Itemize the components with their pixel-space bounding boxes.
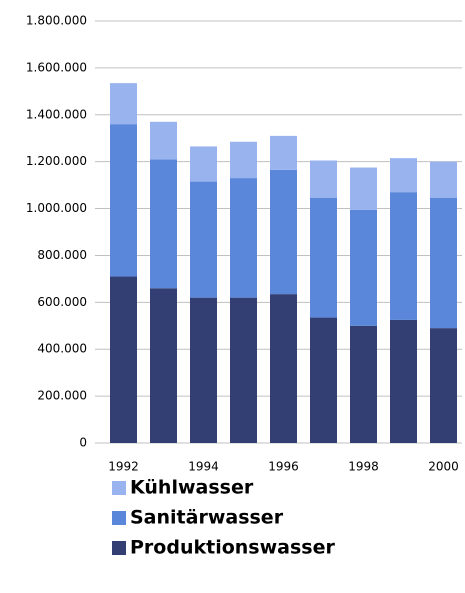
legend-swatch <box>112 541 126 555</box>
bar <box>150 121 177 160</box>
bar <box>270 169 297 295</box>
bar <box>270 294 297 443</box>
y-tick-label: 1.200.000 <box>26 154 87 168</box>
legend-label: Produktionswasser <box>130 537 335 559</box>
bar <box>110 276 137 443</box>
bar <box>230 297 257 443</box>
bar <box>350 209 377 326</box>
legend-swatch <box>112 481 126 495</box>
y-tick-label: 1.000.000 <box>26 201 87 215</box>
bar <box>190 297 217 443</box>
bar <box>350 325 377 443</box>
bar <box>430 328 457 443</box>
bar <box>270 135 297 170</box>
x-tick-label: 1992 <box>108 460 139 474</box>
bar <box>430 161 457 199</box>
x-tick-label: 1998 <box>348 460 379 474</box>
bar <box>190 181 217 298</box>
bar <box>230 141 257 179</box>
y-tick-label: 0 <box>79 436 87 450</box>
y-tick-label: 600.000 <box>37 295 87 309</box>
y-tick-label: 800.000 <box>37 248 87 262</box>
bar <box>190 146 217 182</box>
bar <box>230 178 257 298</box>
legend-swatch <box>112 511 126 525</box>
bar <box>390 192 417 320</box>
y-tick-label: 400.000 <box>37 342 87 356</box>
bar <box>310 317 337 443</box>
legend-label: Kühlwasser <box>130 477 254 499</box>
bar <box>430 198 457 329</box>
bar <box>150 159 177 289</box>
x-tick-label: 1996 <box>268 460 299 474</box>
bar <box>110 83 137 125</box>
y-tick-label: 200.000 <box>37 389 87 403</box>
bar <box>390 158 417 193</box>
x-tick-label: 2000 <box>428 460 459 474</box>
bar <box>150 288 177 443</box>
bar <box>110 124 137 277</box>
x-tick-label: 1994 <box>188 460 219 474</box>
bar <box>350 167 377 210</box>
bar <box>310 160 337 199</box>
bar <box>390 319 417 443</box>
y-tick-label: 1.600.000 <box>26 60 87 74</box>
y-tick-label: 1.800.000 <box>26 14 87 28</box>
bar <box>310 198 337 318</box>
legend-label: Sanitärwasser <box>130 507 284 529</box>
y-tick-label: 1.400.000 <box>26 107 87 121</box>
